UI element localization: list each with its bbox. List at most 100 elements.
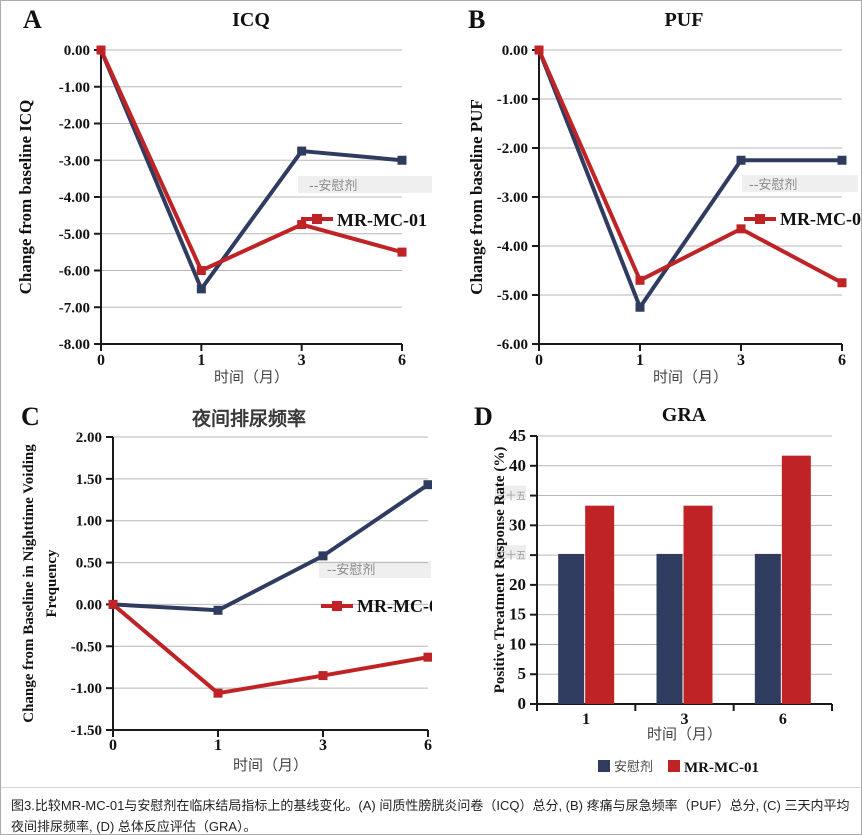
series-treatment-marker [397,247,407,257]
x-tick-label: 6 [838,352,846,369]
series-placebo-marker [397,155,407,165]
series-treatment-line [111,602,429,696]
y-tick-label: -5.00 [59,227,90,243]
bar-placebo [656,553,683,704]
y-tick-label: -1.00 [497,92,528,108]
series-treatment-marker [196,266,206,275]
x-tick-label: 3 [681,711,689,728]
panel-c-chart: 2.00 1.50 1.00 0.50 0.00 -0.50 -1.00 -1.50 0 1 3 6 时… [21,430,432,774]
x-tick-label: 0 [97,352,105,369]
y-tick-label: 20 [509,575,526,594]
panel-b: B PUF 0.00 -1.00 -2.00 -3.00 -4.00 -5.00 -6.00… [432,1,862,393]
x-tick-label: 1 [197,352,205,369]
panel-a-label: A [23,5,42,34]
y-tick-label: 0 [518,694,527,713]
series-treatment-marker [423,652,432,662]
legend-treatment-label: MR-MC-01 [337,210,427,230]
panel-c-label: C [21,402,40,431]
y-tick-label: -3.00 [497,190,528,206]
legend-background [742,175,858,192]
bar-placebo [754,553,781,704]
x-axis-title: 时间（月） [653,368,728,386]
legend-placebo-label: --安慰剂 [327,563,375,578]
series-treatment-marker [96,45,106,55]
series-treatment-marker [108,599,118,609]
y-axis-title: Positive Treatment Response Rate (%) [492,447,508,694]
x-tick-label: 3 [737,352,745,369]
y-tick-label: -1.50 [71,723,102,739]
y-tick-label: 15 [509,605,526,624]
series-placebo-marker [635,302,645,312]
y-tick-label: 10 [509,634,526,653]
y-axis-title: Change from baseline PUF [467,99,486,295]
x-tick-label: 6 [398,352,406,369]
y-axis-title: Change from Baseline in Nighttime Voidin… [21,444,37,723]
y-tick-label: 30 [509,515,526,534]
series-treatment-marker [534,45,544,55]
series-treatment-marker [297,220,307,230]
legend-placebo-label: --安慰剂 [749,178,797,193]
series-treatment-line [99,49,403,273]
series-placebo-line [99,49,403,291]
y-tick-label: -2.00 [59,117,90,133]
y-tick-label: -6.00 [497,337,528,353]
x-tick-label: 3 [319,737,327,754]
panel-a-chart: 0.00 -1.00 -2.00 -3.00 -4.00 -5.00 -6.00 -7.00 -… [16,43,432,386]
y-tick-label: 三十五 [496,490,526,503]
series-placebo-marker [213,605,223,615]
y-tick-label: 0.50 [76,556,102,572]
minor-tick-background [495,545,526,559]
y-tick-label: 0.00 [76,597,102,613]
y-axis-title: Change from baseline ICQ [16,100,35,295]
minor-tick-background [495,485,526,499]
x-tick-label: 0 [109,737,117,754]
y-tick-label: 0.00 [502,43,528,59]
legend-treatment-label: MR-MC-01 [684,760,759,776]
legend-treatment-marker [755,214,765,224]
x-axis-title: 时间（月） [647,725,722,743]
x-tick-label: 1 [214,737,222,754]
panel-b-title: PUF [664,9,704,31]
series-placebo-marker [736,155,746,165]
series-treatment-line [537,49,843,285]
y-tick-label: 2.00 [76,430,102,446]
panel-a: A ICQ 0.00 -1.00 -2.00 -3.00 -4.00 -5.00 -6.00… [1,1,432,393]
legend-treatment-marker [332,601,342,611]
x-axis-title: 时间（月） [214,368,289,386]
y-tick-label: -0.50 [71,639,102,655]
bar-placebo [558,553,585,704]
panel-d-title: GRA [661,404,707,426]
panel-c: C 夜间排尿频率 2.00 1.50 1.00 0.50 0.00 -0.50 -1.00 -… [1,394,432,786]
y-tick-label: -3.00 [59,153,90,169]
bar-treatment [781,455,811,704]
x-tick-label: 3 [298,352,306,369]
series-placebo-marker [837,155,847,165]
panel-c-title: 夜间排尿频率 [191,408,307,430]
legend-treatment-label: MR-MC-01 [780,209,862,229]
legend-placebo-swatch [598,760,610,772]
x-tick-label: 6 [779,711,787,728]
series-placebo-marker [423,480,432,490]
x-tick-label: 6 [424,737,432,754]
legend-treatment-swatch [668,760,680,772]
y-tick-label: -2.00 [497,141,528,157]
series-treatment-marker [635,275,645,285]
legend-placebo-label: 安慰剂 [614,760,653,775]
panel-b-label: B [468,5,486,34]
series-treatment-marker [213,688,223,698]
y-tick-label: 0.00 [64,43,90,59]
y-tick-label: 45 [509,426,526,445]
x-tick-label: 0 [535,352,543,369]
x-tick-label: 1 [582,711,590,728]
x-axis-title: 时间（月） [233,756,308,774]
x-tick-label: 1 [636,352,644,369]
legend-background [319,561,431,578]
figure-caption: 图3.比较MR-MC-01与安慰剂在临床结局指标上的基线变化。(A) 间质性膀胱… [1,787,861,834]
y-tick-label: 1.00 [76,514,102,530]
series-placebo-line [112,483,430,613]
y-tick-label: 二十五 [496,549,526,562]
y-tick-label: -5.00 [497,288,528,304]
series-treatment-marker [318,671,328,681]
y-tick-label: -8.00 [59,337,90,353]
